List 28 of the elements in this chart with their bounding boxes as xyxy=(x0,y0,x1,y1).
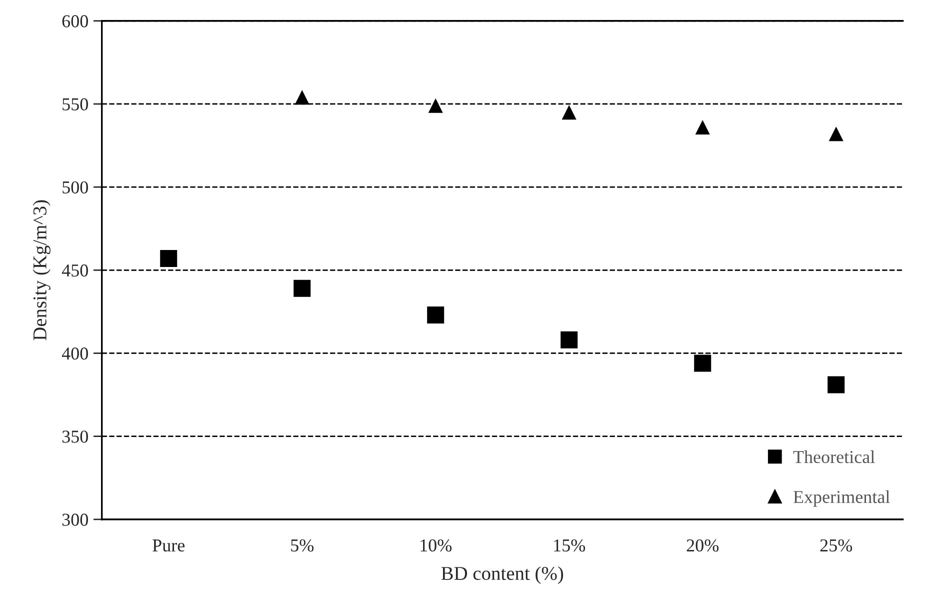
y-tick-label: 400 xyxy=(62,347,88,360)
point xyxy=(562,105,576,120)
x-axis-title: BD content (%) xyxy=(441,566,564,584)
legend-label: Experimental xyxy=(793,490,890,507)
x-tick-label: 20% xyxy=(686,539,719,552)
point xyxy=(828,126,844,142)
y-tick-label: 300 xyxy=(62,514,88,526)
x-tick-label: 25% xyxy=(820,539,852,552)
point xyxy=(694,354,712,372)
y-tick-label: 500 xyxy=(62,181,88,194)
point xyxy=(560,331,578,348)
y-tick-label: 600 xyxy=(62,15,88,28)
x-tick-label: 5% xyxy=(291,539,314,552)
point xyxy=(294,90,310,105)
point xyxy=(428,98,443,113)
y-tick-label: 450 xyxy=(62,264,88,277)
x-tick-label: Pure xyxy=(152,540,185,552)
y-tick-label: 350 xyxy=(62,430,88,443)
point xyxy=(427,306,444,324)
point xyxy=(294,280,311,297)
x-tick-label: 10% xyxy=(420,539,452,552)
x-tick-label: 15% xyxy=(554,539,586,552)
legend-label: Theoretical xyxy=(793,450,875,464)
y-tick-label: 550 xyxy=(62,98,88,110)
point xyxy=(695,120,710,135)
point xyxy=(828,376,845,394)
point xyxy=(160,250,178,268)
y-axis-title: Density (Kg/m^3) xyxy=(32,200,50,340)
